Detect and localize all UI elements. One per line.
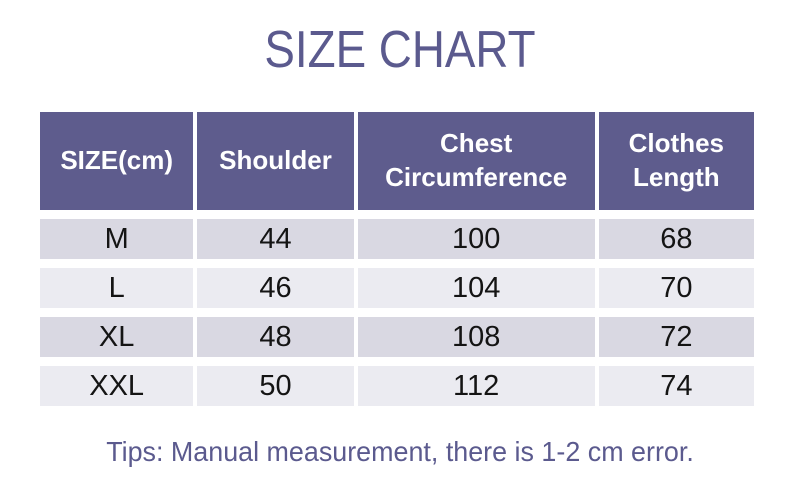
table-cell: 70 [598,268,754,308]
table-cell: 46 [197,268,354,308]
table-cell: 72 [598,317,754,357]
table-cell: 44 [197,219,354,259]
size-chart-table: SIZE(cm) Shoulder Chest Circumference Cl… [40,112,754,406]
row-label-l: L [40,268,194,308]
measurement-tip: Tips: Manual measurement, there is 1-2 c… [106,436,694,467]
header-cell-chest-circumference: Chest Circumference [357,112,595,210]
page-title: SIZE CHART [264,21,536,79]
row-label-m: M [40,219,194,259]
row-label-xl: XL [40,317,194,357]
table-cell: 74 [598,366,754,406]
header-cell-clothes-length: Clothes Length [598,112,754,210]
row-label-xxl: XXL [40,366,194,406]
table-cell: 100 [357,219,595,259]
table-cell: 112 [357,366,595,406]
table-cell: 108 [357,317,595,357]
header-cell-shoulder: Shoulder [197,112,354,210]
table-cell: 68 [598,219,754,259]
table-cell: 50 [197,366,354,406]
header-cell-size: SIZE(cm) [40,112,194,210]
table-cell: 104 [357,268,595,308]
table-cell: 48 [197,317,354,357]
